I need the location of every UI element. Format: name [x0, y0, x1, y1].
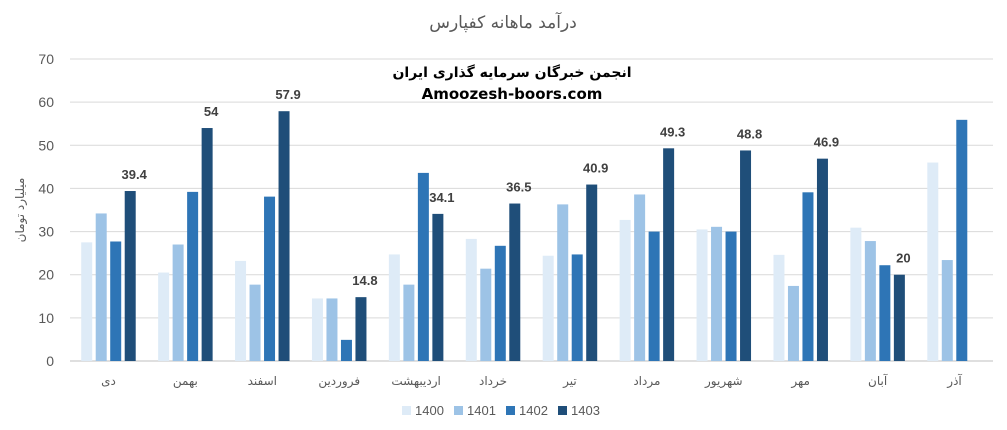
- data-label: 34.1: [429, 190, 454, 205]
- bar-1400-1: [158, 272, 170, 361]
- data-label: 54: [204, 104, 219, 119]
- y-tick-label: 40: [38, 180, 54, 196]
- bars: [81, 111, 968, 362]
- bar-1401-10: [864, 241, 876, 361]
- x-tick-label: آذر: [946, 373, 962, 389]
- y-axis-ticks: 0 10 20 30 40 50 60 70: [38, 51, 54, 369]
- bar-1402-6: [571, 254, 583, 361]
- legend-label: 1402: [519, 403, 548, 418]
- bar-1402-5: [494, 245, 506, 361]
- y-axis-label: میلیارد تومان: [13, 178, 28, 243]
- bar-1403-6: [586, 184, 598, 361]
- bar-1403-3: [355, 297, 367, 361]
- legend-swatch-1402: [506, 406, 515, 415]
- bar-1401-7: [634, 194, 646, 361]
- bar-1403-7: [663, 148, 675, 361]
- bar-1402-8: [725, 231, 737, 361]
- x-tick-label: فروردین: [318, 374, 360, 389]
- legend-swatch-1403: [558, 406, 567, 415]
- bar-1401-6: [557, 204, 569, 361]
- y-tick-label: 30: [38, 224, 54, 240]
- data-label: 48.8: [737, 126, 762, 141]
- y-tick-label: 60: [38, 94, 54, 110]
- bar-1401-2: [249, 284, 261, 361]
- bar-1402-9: [802, 192, 814, 361]
- bar-1400-10: [850, 227, 862, 361]
- bar-1401-11: [941, 260, 953, 361]
- x-tick-label: آبان: [868, 373, 888, 388]
- legend: 1400 1401 1402 1403: [402, 403, 600, 418]
- bar-1403-8: [740, 150, 752, 361]
- bar-1400-8: [696, 229, 708, 361]
- x-tick-label: مرداد: [633, 374, 660, 389]
- bar-1402-3: [340, 339, 352, 361]
- x-tick-label: دی: [101, 374, 116, 388]
- bar-1400-6: [542, 255, 554, 361]
- x-axis-ticks: دی بهمن اسفند فروردین اردیبهشت خرداد تیر مرداد ش…: [101, 373, 962, 389]
- data-label: 36.5: [506, 180, 531, 195]
- y-tick-label: 10: [38, 310, 54, 326]
- data-label: 20: [896, 251, 910, 266]
- bar-1401-5: [480, 268, 492, 361]
- y-tick-label: 70: [38, 51, 54, 67]
- bar-1402-0: [110, 241, 122, 361]
- legend-swatch-1401: [454, 406, 463, 415]
- data-label: 40.9: [583, 161, 608, 176]
- bar-1400-0: [81, 242, 93, 361]
- bar-1403-0: [124, 191, 136, 361]
- x-tick-label: تیر: [562, 374, 577, 389]
- x-tick-label: اسفند: [248, 374, 277, 388]
- bar-1401-4: [403, 284, 415, 361]
- x-tick-label: خرداد: [479, 374, 507, 389]
- bar-1403-1: [201, 128, 213, 361]
- legend-label: 1403: [571, 403, 600, 418]
- bar-1401-3: [326, 298, 338, 361]
- bar-1401-1: [172, 244, 184, 361]
- bar-1403-2: [278, 111, 290, 362]
- data-label: 46.9: [814, 135, 839, 150]
- y-tick-label: 0: [46, 353, 54, 369]
- bar-1402-10: [879, 265, 891, 361]
- bar-1400-7: [619, 219, 631, 361]
- bar-1400-9: [773, 254, 785, 361]
- x-tick-label: اردیبهشت: [391, 374, 440, 389]
- bar-1402-7: [648, 231, 660, 361]
- bar-1403-9: [816, 158, 828, 361]
- bar-1402-4: [417, 172, 429, 361]
- x-tick-label: بهمن: [173, 374, 198, 389]
- data-label: 57.9: [275, 87, 300, 102]
- data-label: 49.3: [660, 124, 685, 139]
- bar-1403-4: [432, 213, 444, 361]
- bar-1401-0: [95, 213, 107, 361]
- data-label: 14.8: [352, 273, 377, 288]
- chart-title: درآمد ماهانه کفپارس: [429, 11, 577, 33]
- legend-label: 1400: [415, 403, 444, 418]
- bar-1402-1: [187, 191, 199, 361]
- bar-1400-11: [927, 162, 939, 361]
- bar-1401-9: [787, 285, 799, 361]
- bar-1400-4: [388, 254, 400, 361]
- data-labels: 39.4 54 57.9 14.8 34.1 36.5 40.9 49.3 48.8 46.9 20: [122, 87, 911, 288]
- bar-1400-3: [311, 298, 323, 361]
- legend-label: 1401: [467, 403, 496, 418]
- bar-1402-2: [264, 196, 276, 361]
- annotation-source-name: انجمن خبرگان سرمایه گذاری ایران: [392, 64, 631, 81]
- annotation-source-url: Amoozesh-boors.com: [422, 85, 603, 103]
- legend-swatch-1400: [402, 406, 411, 415]
- bar-1400-5: [465, 238, 477, 361]
- data-label: 39.4: [122, 167, 148, 182]
- bar-1403-5: [509, 203, 521, 361]
- gridlines: [70, 58, 993, 362]
- bar-1403-10: [893, 274, 905, 361]
- bar-1401-8: [711, 226, 723, 361]
- y-tick-label: 50: [38, 137, 54, 153]
- x-tick-label: شهریور: [704, 374, 743, 389]
- bar-1400-2: [235, 260, 247, 361]
- x-tick-label: مهر: [790, 374, 810, 389]
- y-tick-label: 20: [38, 267, 54, 283]
- bar-1402-11: [956, 119, 968, 362]
